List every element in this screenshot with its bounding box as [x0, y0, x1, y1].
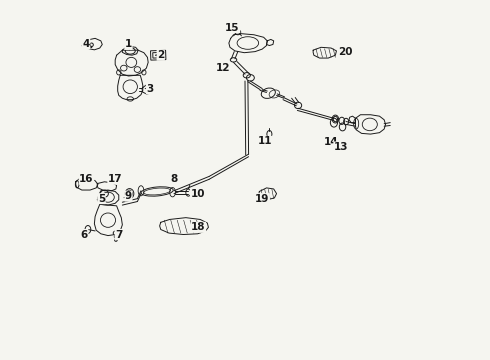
- Text: 1: 1: [125, 40, 132, 50]
- Text: 7: 7: [115, 230, 122, 239]
- Text: 3: 3: [146, 84, 153, 94]
- Text: 11: 11: [257, 136, 272, 146]
- Text: 5: 5: [97, 194, 105, 204]
- Text: 4: 4: [82, 39, 92, 49]
- Text: 9: 9: [124, 191, 132, 201]
- Text: 10: 10: [191, 189, 205, 199]
- Text: 2: 2: [155, 50, 164, 60]
- Text: 14: 14: [324, 138, 339, 147]
- Text: 15: 15: [225, 23, 240, 33]
- Text: 19: 19: [255, 194, 270, 204]
- Text: 18: 18: [191, 222, 206, 232]
- Text: 16: 16: [79, 174, 94, 184]
- Text: 20: 20: [338, 46, 353, 57]
- Text: 13: 13: [334, 142, 348, 152]
- Text: 6: 6: [81, 230, 88, 239]
- Text: 12: 12: [216, 63, 231, 73]
- Text: 17: 17: [108, 174, 122, 184]
- Text: 8: 8: [171, 174, 177, 184]
